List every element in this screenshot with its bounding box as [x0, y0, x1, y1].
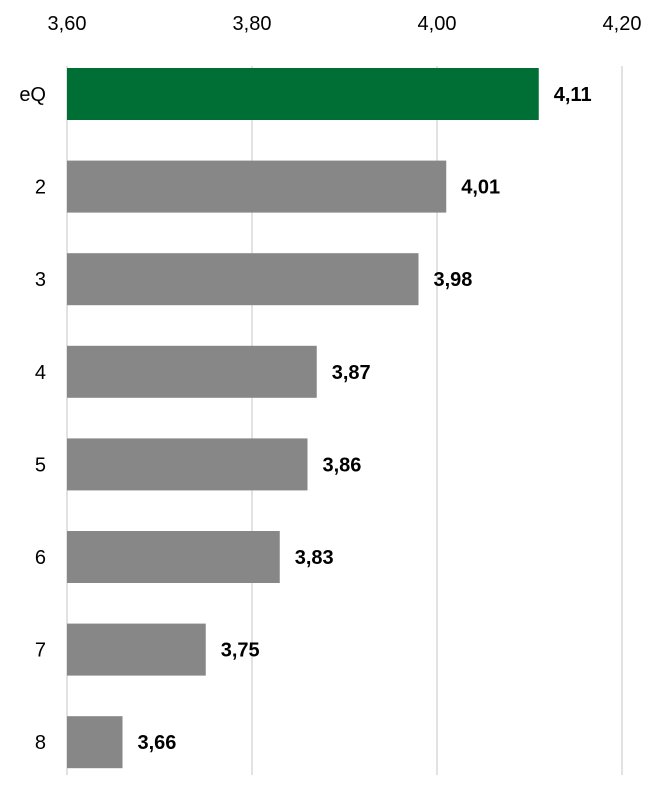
bar-7 [67, 623, 206, 676]
data-labels: 4,11 4,01 3,98 3,87 3,86 3,83 3,75 3,66 [138, 84, 592, 754]
data-label: 3,75 [221, 640, 260, 662]
x-tick-label: 4,20 [603, 13, 642, 35]
data-label: 3,87 [332, 362, 371, 384]
data-label: 4,11 [554, 84, 592, 106]
bar-4 [67, 345, 317, 398]
data-label: 3,86 [323, 454, 362, 476]
bar-6 [67, 531, 280, 583]
data-label: 3,66 [138, 732, 177, 754]
category-label: 3 [35, 269, 46, 291]
bar-3 [67, 253, 419, 306]
bar-eQ [67, 68, 539, 120]
category-labels: eQ 2 3 4 5 6 7 8 [19, 84, 46, 754]
bar-5 [67, 438, 308, 491]
bar-8 [67, 716, 123, 769]
bar-2 [67, 160, 447, 213]
x-tick-label: 4,00 [418, 13, 457, 35]
x-tick-label: 3,60 [48, 13, 87, 35]
category-label: 5 [35, 454, 46, 476]
x-tick-labels: 3,60 3,80 4,00 4,20 [48, 13, 642, 35]
category-label: 4 [35, 362, 46, 384]
x-tick-label: 3,80 [233, 13, 272, 35]
category-label: 6 [35, 547, 46, 569]
category-label: eQ [19, 84, 46, 106]
category-label: 8 [35, 732, 46, 754]
category-label: 2 [35, 177, 46, 199]
data-label: 4,01 [461, 177, 500, 199]
category-label: 7 [35, 640, 46, 662]
data-label: 3,98 [434, 269, 473, 291]
data-label: 3,83 [295, 547, 334, 569]
bars [67, 68, 539, 769]
